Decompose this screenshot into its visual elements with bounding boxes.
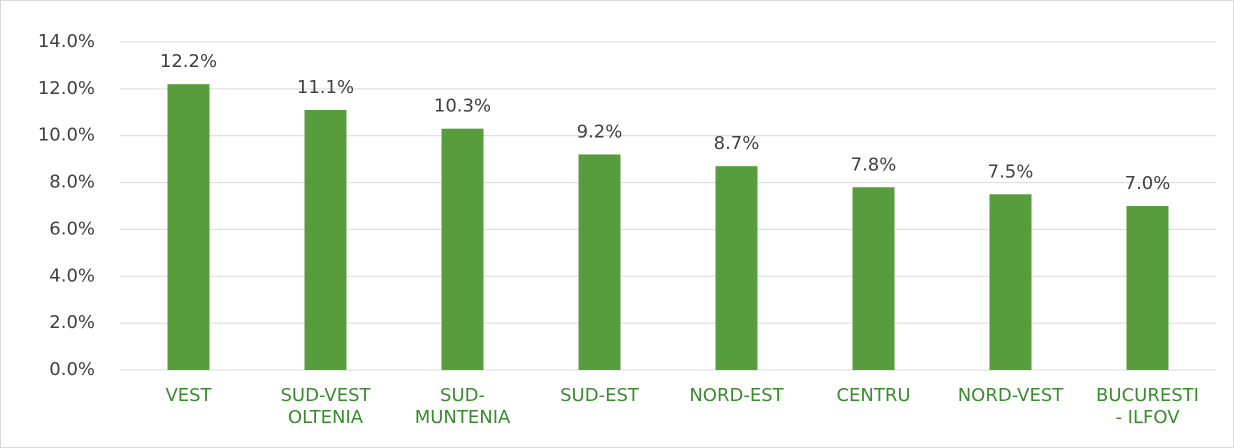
x-tick-label: SUD-VEST OLTENIA <box>280 385 371 428</box>
data-label: 7.5% <box>988 161 1034 182</box>
data-label: 8.7% <box>714 133 760 154</box>
x-tick-label: SUD-EST <box>560 385 639 406</box>
data-label: 11.1% <box>297 77 354 98</box>
data-label: 9.2% <box>577 121 623 142</box>
data-label: 12.2% <box>160 51 217 72</box>
bar <box>715 166 758 370</box>
y-tick-label: 12.0% <box>38 78 95 99</box>
x-tick-label: VEST <box>165 385 212 406</box>
y-tick-label: 14.0% <box>38 31 95 52</box>
x-tick-label: CENTRU <box>836 385 911 406</box>
bar <box>1126 206 1169 370</box>
bar <box>167 84 210 371</box>
data-label: 7.8% <box>851 154 897 175</box>
bar <box>989 194 1032 370</box>
x-tick-label: NORD-VEST <box>957 385 1064 406</box>
data-label: 10.3% <box>434 96 491 117</box>
bar <box>852 187 895 370</box>
y-tick-label: 6.0% <box>49 218 95 239</box>
y-tick-label: 4.0% <box>49 265 95 286</box>
x-tick-label: SUD-MUNTENIA <box>414 385 511 428</box>
bar <box>578 154 621 370</box>
data-label: 7.0% <box>1125 173 1171 194</box>
y-tick-label: 10.0% <box>38 125 95 146</box>
x-tick-label: NORD-EST <box>689 385 784 406</box>
bar <box>304 109 347 370</box>
x-tick-label: BUCURESTI - ILFOV <box>1096 385 1199 428</box>
bar <box>441 128 484 370</box>
y-tick-label: 0.0% <box>49 359 95 380</box>
y-tick-label: 8.0% <box>49 172 95 193</box>
y-tick-label: 2.0% <box>49 312 95 333</box>
